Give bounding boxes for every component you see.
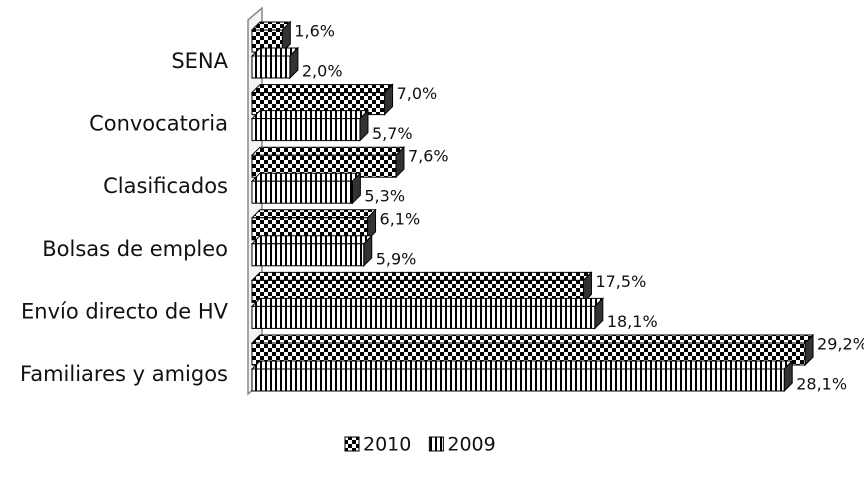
bar: [251, 243, 365, 267]
bar: [251, 118, 361, 142]
legend: 2010 2009: [344, 434, 496, 456]
legend-label: 2009: [447, 434, 495, 456]
value-label: 5,7%: [372, 124, 413, 143]
value-label: 17,5%: [595, 272, 646, 291]
bar-top: [250, 297, 605, 307]
legend-swatch: [428, 436, 444, 452]
bar: [251, 180, 353, 204]
value-label: 5,9%: [376, 249, 417, 268]
value-label: 1,6%: [294, 22, 335, 41]
value-label: 29,2%: [817, 335, 864, 354]
bar-top: [250, 271, 593, 281]
legend-label: 2010: [363, 434, 411, 456]
bar-top: [250, 146, 406, 156]
value-label: 18,1%: [607, 312, 658, 331]
category-label: Convocatoria: [89, 112, 228, 136]
value-label: 7,6%: [408, 147, 449, 166]
value-label: 6,1%: [380, 209, 421, 228]
category-label: Clasificados: [103, 174, 228, 198]
bar-top: [250, 334, 815, 344]
category-label: SENA: [171, 49, 228, 73]
value-label: 2,0%: [302, 62, 343, 81]
value-label: 28,1%: [796, 375, 847, 394]
category-label: Envío directo de HV: [21, 299, 229, 323]
category-label: Familiares y amigos: [20, 362, 228, 386]
value-label: 7,0%: [397, 84, 438, 103]
bar-top: [250, 84, 394, 94]
bar-top: [250, 360, 794, 370]
plot: SENA 1,6% 2,0% Convocatoria 7,0% 5,7% Clasific…: [20, 20, 864, 394]
bar: [251, 368, 785, 392]
value-label: 5,3%: [364, 187, 405, 206]
bar: [251, 305, 596, 329]
bar-top: [250, 110, 370, 120]
bar-top: [250, 172, 362, 182]
bar: [251, 55, 291, 79]
bar-top: [250, 235, 373, 245]
category-label: Bolsas de empleo: [42, 237, 228, 261]
legend-swatch: [344, 436, 360, 452]
bar-top: [250, 209, 377, 219]
